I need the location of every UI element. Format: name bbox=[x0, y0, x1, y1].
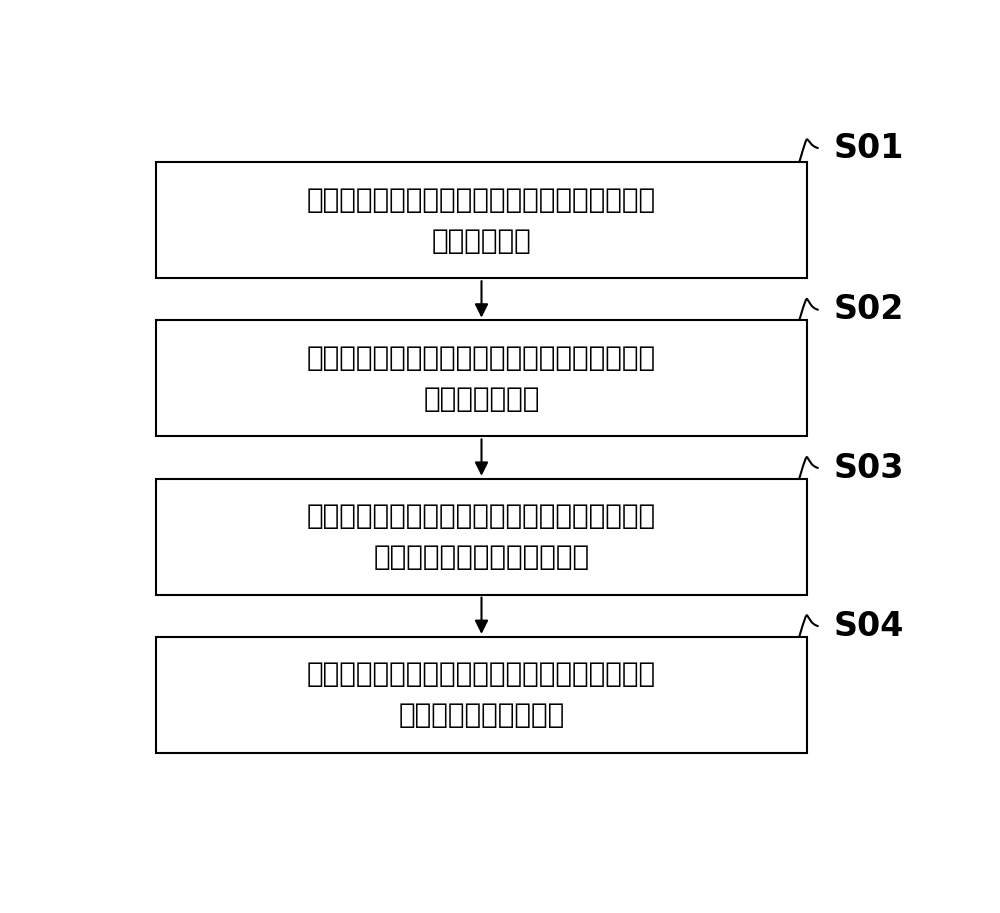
Text: S03: S03 bbox=[834, 452, 904, 485]
Bar bbox=[156, 478, 807, 594]
Text: 如果空调由制热状态变为关机状态，则获取空调
室内机盘管温度: 如果空调由制热状态变为关机状态，则获取空调 室内机盘管温度 bbox=[307, 344, 656, 413]
Bar bbox=[156, 163, 807, 278]
Text: S04: S04 bbox=[834, 610, 904, 643]
Text: 控制空调室内机在运行参数下运行，及控制储能
装置切换至相应的状态: 控制空调室内机在运行参数下运行，及控制储能 装置切换至相应的状态 bbox=[307, 660, 656, 729]
Bar bbox=[156, 320, 807, 436]
Text: S01: S01 bbox=[834, 131, 904, 164]
Bar bbox=[156, 637, 807, 753]
Text: S02: S02 bbox=[834, 293, 904, 327]
Text: 根据空调室内机盘管温度，确定空调室内机的运
行参数和储能装置的开关状态: 根据空调室内机盘管温度，确定空调室内机的运 行参数和储能装置的开关状态 bbox=[307, 502, 656, 572]
Text: 在空调处于制热状态下，控制空调室内机的储能
装置进行蓄热: 在空调处于制热状态下，控制空调室内机的储能 装置进行蓄热 bbox=[307, 185, 656, 255]
